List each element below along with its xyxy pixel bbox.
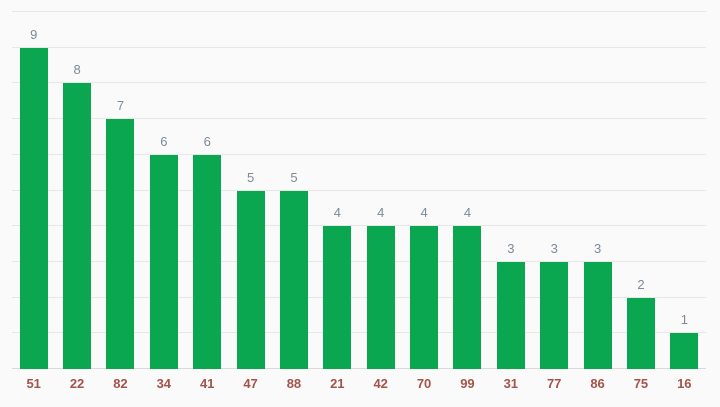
category-label: 70 [416, 376, 432, 391]
category-label: 88 [286, 376, 302, 391]
value-label: 3 [593, 240, 602, 256]
gridline [12, 11, 706, 12]
category-label: 42 [373, 376, 388, 391]
bar [540, 261, 569, 369]
bar-group: 4 [359, 12, 402, 369]
bar-group: 3 [576, 12, 619, 369]
x-axis-labels: 51 22 82 34 41 47 88 21 42 70 99 31 77 86 75 16 [12, 370, 706, 391]
category-label: 22 [69, 376, 85, 391]
gridline [12, 82, 706, 84]
bar [453, 226, 482, 369]
value-label: 4 [420, 205, 428, 221]
gridline [12, 46, 706, 48]
bar-group: 9 [12, 12, 55, 369]
bar [19, 47, 48, 369]
bar [366, 226, 395, 369]
category-label: 34 [156, 376, 172, 391]
bar [279, 190, 308, 369]
gridline [12, 332, 706, 334]
category-label: 51 [26, 376, 41, 391]
value-label: 1 [680, 312, 688, 328]
category-label: 31 [503, 376, 519, 391]
value-label: 8 [73, 62, 81, 78]
bar-group: 6 [186, 12, 229, 369]
bar-group: 8 [55, 12, 98, 369]
value-label: 7 [116, 98, 125, 114]
value-label: 6 [203, 133, 211, 149]
bar [149, 154, 178, 369]
bar-group: 5 [272, 12, 315, 369]
bar [670, 333, 699, 369]
x-axis-baseline [12, 368, 706, 369]
bars-container: 9 8 7 6 6 5 5 4 4 4 4 3 3 3 2 1 [12, 12, 706, 369]
value-label: 4 [377, 205, 385, 221]
bar-group: 5 [229, 12, 272, 369]
value-label: 5 [246, 169, 255, 185]
bar-group: 2 [619, 12, 662, 369]
value-label: 3 [507, 240, 515, 256]
bar [410, 226, 439, 369]
gridline [12, 225, 706, 227]
gridline [12, 296, 706, 298]
plot-area: 9 8 7 6 6 5 5 4 4 4 4 3 3 3 2 1 [12, 11, 706, 369]
bar-group: 3 [533, 12, 576, 369]
bar [236, 190, 265, 369]
category-label: 41 [199, 376, 215, 391]
bar-group: 3 [489, 12, 532, 369]
value-label: 2 [637, 276, 645, 292]
category-label: 21 [330, 376, 345, 391]
bar-group: 4 [402, 12, 445, 369]
bar [583, 261, 612, 369]
bar-group: 7 [99, 12, 142, 369]
category-label: 16 [677, 376, 692, 391]
value-label: 3 [550, 240, 558, 256]
category-label: 77 [546, 376, 562, 391]
bar-group: 6 [142, 12, 185, 369]
value-label: 4 [463, 205, 472, 221]
gridline [12, 118, 706, 120]
bar [106, 119, 135, 369]
value-label: 5 [290, 169, 298, 185]
bar-group: 4 [316, 12, 359, 369]
gridline [12, 189, 706, 191]
bar [626, 297, 655, 369]
bar-group: 4 [446, 12, 489, 369]
bar-group: 1 [663, 12, 706, 369]
category-label: 47 [243, 376, 258, 391]
category-label: 86 [590, 376, 605, 391]
gridline [12, 153, 706, 155]
value-label: 9 [30, 26, 38, 42]
gridlines [12, 11, 706, 369]
category-label: 82 [113, 376, 128, 391]
bar [496, 261, 525, 369]
category-label: 99 [460, 376, 475, 391]
value-label: 6 [160, 133, 168, 149]
gridline [12, 260, 706, 262]
bar [193, 154, 222, 369]
category-label: 75 [633, 376, 649, 391]
value-label: 4 [333, 205, 341, 221]
bar [63, 83, 92, 369]
bar [323, 226, 352, 369]
